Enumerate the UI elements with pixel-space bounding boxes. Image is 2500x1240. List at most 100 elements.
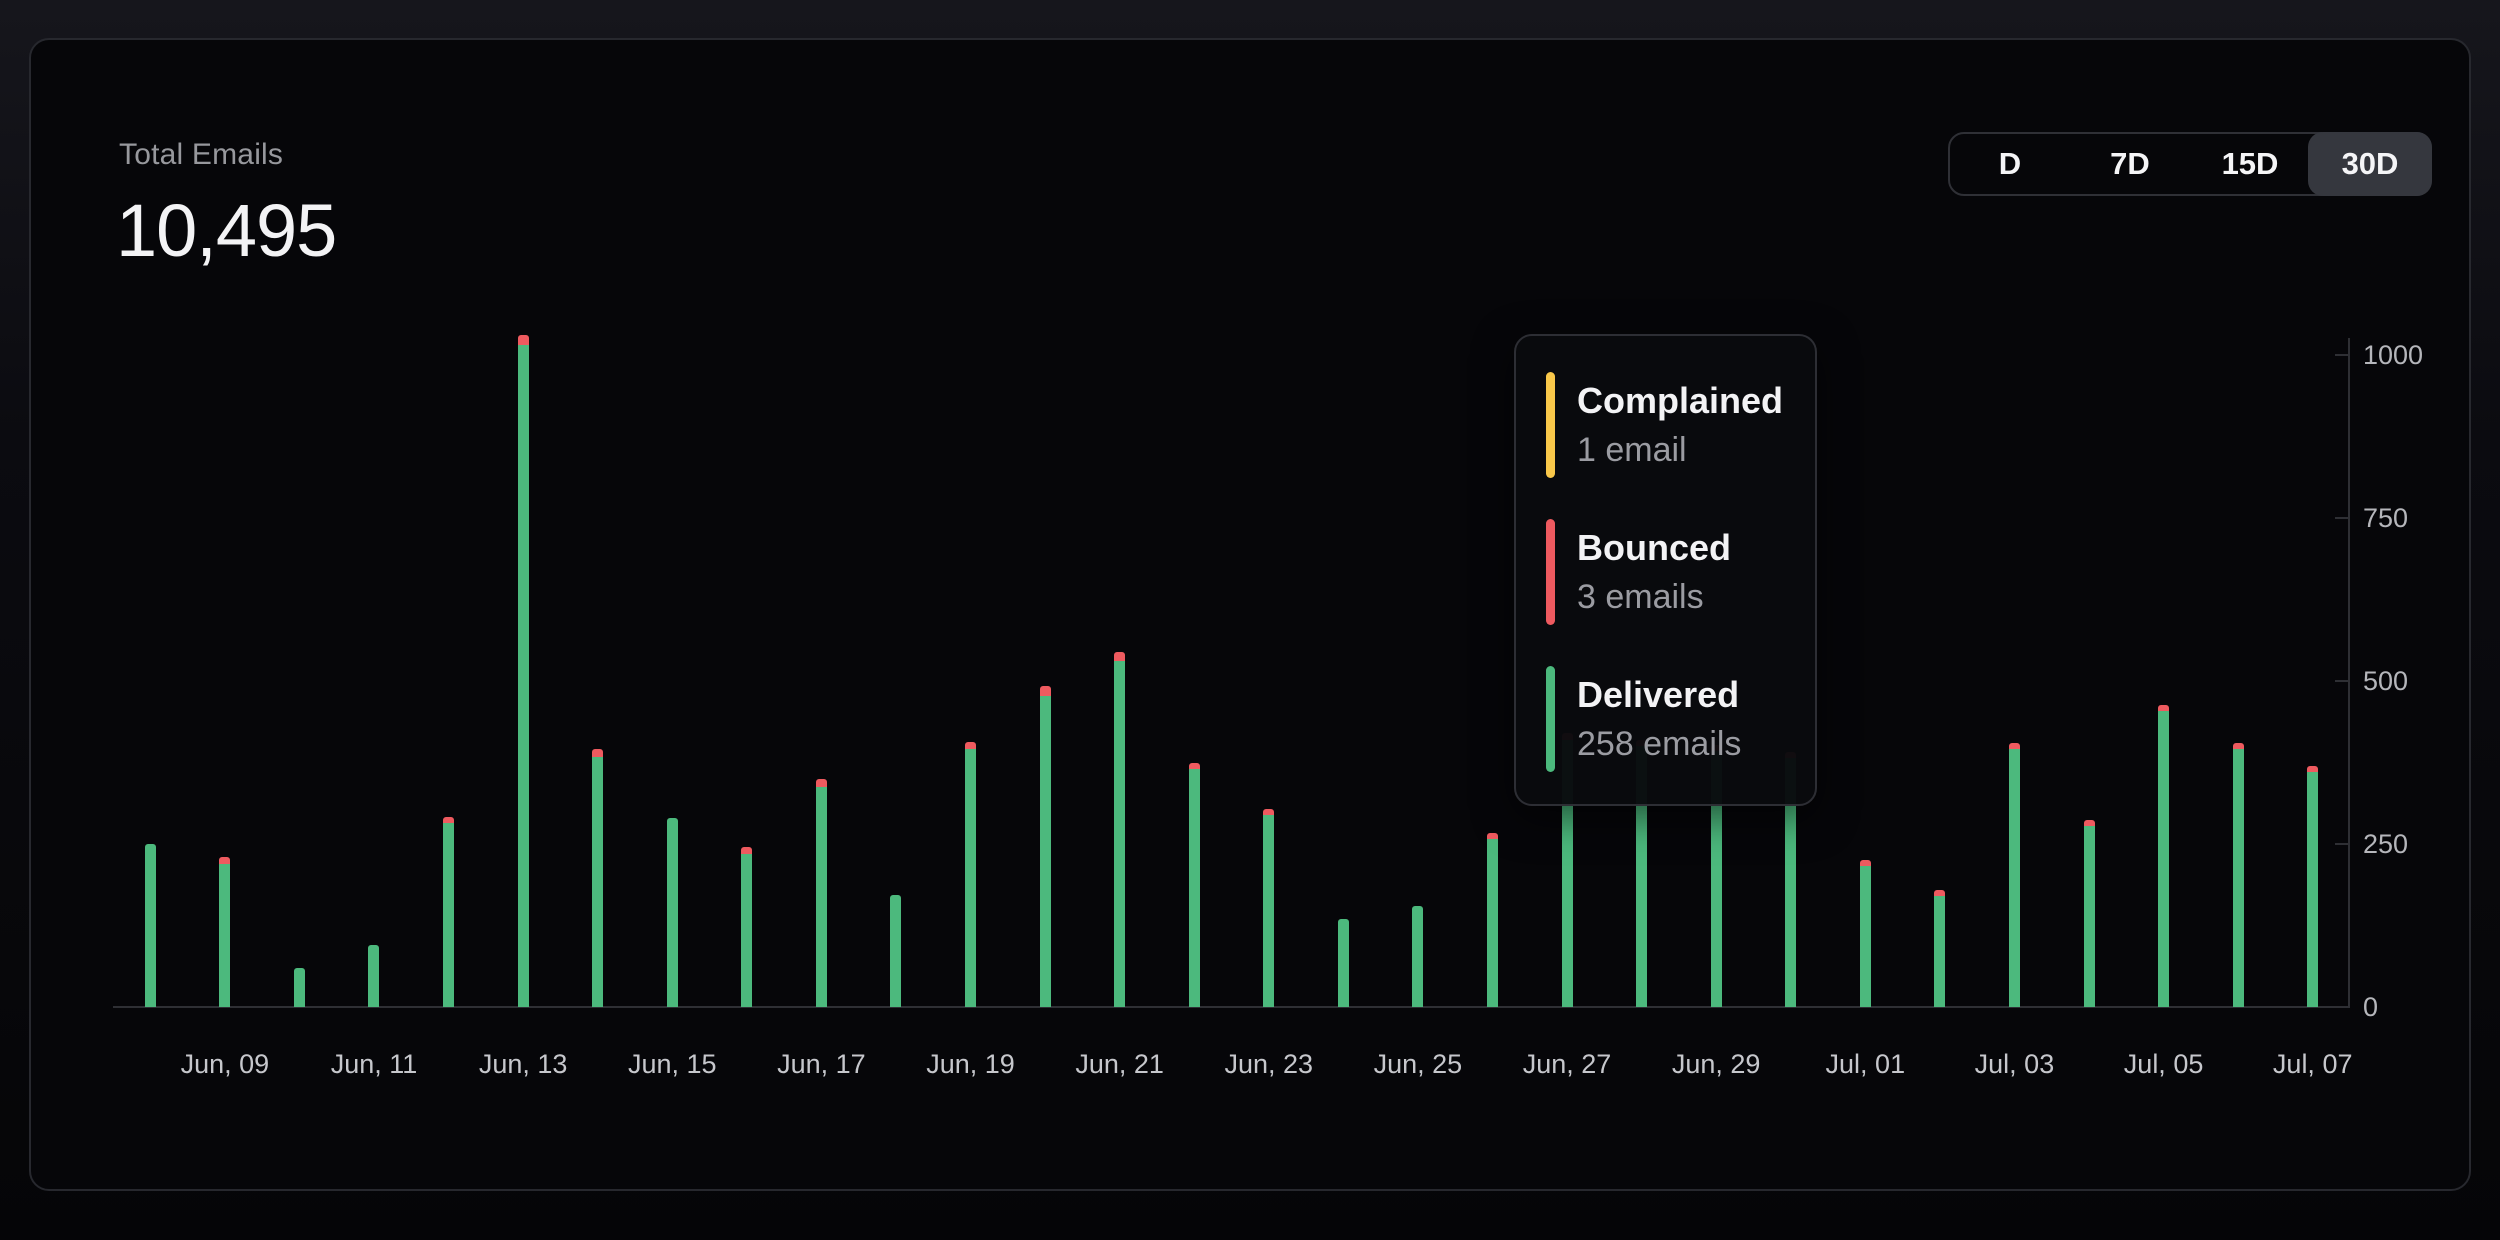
bar-jun-17[interactable]	[815, 778, 827, 1007]
bar-segment-delivered	[368, 945, 380, 1007]
bar-jun-26[interactable]	[1486, 832, 1498, 1007]
bar-jun-25[interactable]	[1412, 905, 1424, 1007]
bar-segment-delivered	[2083, 826, 2095, 1007]
y-axis-label-500: 500	[2363, 666, 2409, 696]
bar-jun-15[interactable]	[666, 817, 678, 1007]
bar-segment-delivered	[2158, 710, 2170, 1007]
y-axis-tick-750	[2335, 517, 2348, 519]
bar-segment-delivered	[1114, 661, 1126, 1007]
range-button-15d[interactable]: 15D	[2190, 134, 2310, 194]
bar-segment-bounced	[443, 817, 455, 824]
bar-jun-14[interactable]	[592, 749, 604, 1007]
bar-jul-01[interactable]	[1859, 859, 1871, 1007]
bar-jun-12[interactable]	[443, 817, 455, 1007]
bar-jul-06[interactable]	[2232, 742, 2244, 1007]
x-axis-label-jun-25: Jun, 25	[1373, 1049, 1463, 1079]
bar-segment-delivered	[2008, 749, 2020, 1007]
chart-tooltip: Complained 1 email Bounced 3 emails Delivere…	[1514, 334, 1817, 806]
x-axis-label-jun-11: Jun, 11	[330, 1049, 418, 1079]
bar-segment-delivered	[293, 967, 305, 1007]
x-axis-label-jun-23: Jun, 23	[1224, 1049, 1314, 1079]
bar-jun-22[interactable]	[1188, 762, 1200, 1007]
bar-segment-bounced	[1934, 889, 1946, 897]
bar-segment-delivered	[1188, 769, 1200, 1007]
bar-segment-delivered	[144, 844, 156, 1007]
bar-segment-bounced	[965, 741, 977, 750]
bar-segment-delivered	[1934, 896, 1946, 1007]
bar-jun-21[interactable]	[1114, 651, 1126, 1007]
x-axis-label-jul-05: Jul, 05	[2123, 1049, 2204, 1079]
tooltip-color-bar-complained	[1546, 372, 1555, 478]
bar-segment-delivered	[1337, 918, 1349, 1007]
bar-segment-delivered	[741, 853, 753, 1007]
bar-segment-delivered	[1710, 751, 1722, 1007]
x-axis-label-jun-29: Jun, 29	[1671, 1049, 1761, 1079]
bar-jun-13[interactable]	[517, 335, 529, 1007]
bar-segment-bounced	[2008, 742, 2020, 750]
bar-jul-03[interactable]	[2008, 742, 2020, 1007]
bar-jul-02[interactable]	[1934, 889, 1946, 1007]
bar-jul-04[interactable]	[2083, 820, 2095, 1007]
range-button-7d[interactable]: 7D	[2070, 134, 2190, 194]
date-range-selector: D 7D 15D 30D	[1948, 132, 2432, 196]
bar-jun-19[interactable]	[965, 741, 977, 1007]
bar-segment-bounced	[1188, 762, 1200, 770]
bar-jun-23[interactable]	[1263, 808, 1275, 1007]
bar-segment-bounced	[2083, 820, 2095, 827]
x-axis-label-jun-09: Jun, 09	[180, 1049, 270, 1079]
x-axis-label-jun-17: Jun, 17	[777, 1049, 866, 1079]
bar-segment-bounced	[219, 857, 231, 864]
bar-jun-18[interactable]	[890, 894, 902, 1007]
bar-segment-delivered	[1859, 865, 1871, 1007]
bar-jul-07[interactable]	[2307, 765, 2319, 1007]
bar-segment-delivered	[592, 757, 604, 1007]
bar-segment-bounced	[2232, 742, 2244, 750]
bar-segment-bounced	[592, 749, 604, 758]
bar-segment-delivered	[2307, 772, 2319, 1007]
x-axis-label-jul-03: Jul, 03	[1974, 1049, 2055, 1079]
x-axis-label-jun-21: Jun, 21	[1075, 1049, 1164, 1079]
bar-segment-bounced	[815, 778, 827, 787]
x-axis-label-jun-19: Jun, 19	[926, 1049, 1015, 1079]
bar-segment-delivered	[1561, 739, 1573, 1007]
y-axis-tick-1000	[2335, 354, 2348, 356]
tooltip-entry-delivered: Delivered 258 emails	[1546, 666, 1785, 772]
range-button-d[interactable]: D	[1950, 134, 2070, 194]
bar-segment-delivered	[1785, 757, 1797, 1007]
bar-segment-bounced	[1263, 808, 1275, 815]
tooltip-entry-complained: Complained 1 email	[1546, 372, 1785, 478]
tooltip-value: 1 email	[1577, 431, 1687, 470]
bar-segment-bounced	[1486, 832, 1498, 839]
bar-segment-bounced	[1114, 651, 1126, 662]
bar-segment-delivered	[1412, 905, 1424, 1007]
x-axis-line	[113, 1006, 2350, 1008]
bar-segment-delivered	[815, 786, 827, 1007]
bar-segment-delivered	[1039, 695, 1051, 1007]
tooltip-label: Bounced	[1577, 526, 1732, 568]
bar-segment-bounced	[2307, 765, 2319, 773]
range-button-30d[interactable]: 30D	[2308, 132, 2432, 196]
y-axis-label-250: 250	[2363, 829, 2409, 859]
bar-segment-delivered	[965, 749, 977, 1007]
bar-segment-delivered	[1636, 746, 1648, 1007]
tooltip-text-bounced: Bounced 3 emails	[1577, 519, 1731, 625]
bar-segment-delivered	[1486, 838, 1498, 1007]
bar-jul-05[interactable]	[2158, 704, 2170, 1007]
bar-jun-10[interactable]	[293, 967, 305, 1007]
y-axis-label-0: 0	[2363, 992, 2379, 1022]
x-axis-label-jun-27: Jun, 27	[1522, 1049, 1612, 1079]
bar-jun-24[interactable]	[1337, 918, 1349, 1007]
tooltip-label: Delivered	[1577, 673, 1740, 715]
bar-segment-delivered	[517, 345, 529, 1007]
total-emails-card: Total Emails 10,495 D 7D 15D 30D 0 250 500 750…	[29, 38, 2471, 1191]
bar-jun-20[interactable]	[1039, 686, 1051, 1007]
card-title: Total Emails	[119, 138, 284, 171]
bar-jun-11[interactable]	[368, 945, 380, 1007]
x-axis-label-jul-07: Jul, 07	[2272, 1049, 2353, 1079]
bar-jun-16[interactable]	[741, 847, 753, 1007]
bar-jun-09[interactable]	[219, 857, 231, 1007]
bar-jun-08[interactable]	[144, 844, 156, 1007]
y-axis-tick-250	[2335, 843, 2348, 845]
bar-segment-bounced	[1039, 686, 1051, 696]
